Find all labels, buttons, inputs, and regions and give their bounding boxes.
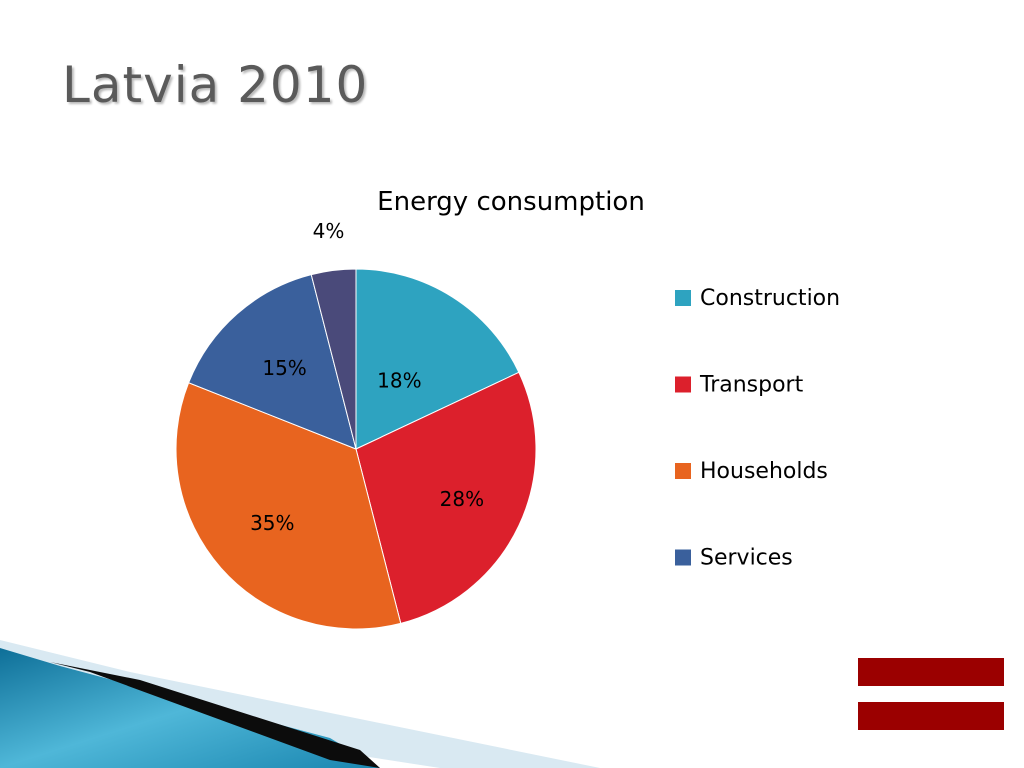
data-label-construction: 18% bbox=[377, 369, 421, 393]
chart-title: Energy consumption bbox=[377, 187, 645, 217]
flag-stripe-top bbox=[858, 658, 1004, 686]
pie-slice-services bbox=[187, 274, 357, 450]
legend-swatch-construction bbox=[675, 290, 691, 306]
chart-legend: Construction Transport Households Services bbox=[675, 286, 840, 571]
flag-stripe-bottom bbox=[858, 702, 1004, 730]
pie-slices bbox=[175, 268, 537, 630]
data-label-services: 15% bbox=[262, 356, 306, 380]
legend-label-households: Households bbox=[700, 459, 828, 484]
legend-swatch-services bbox=[675, 549, 691, 566]
pie-slice-other bbox=[310, 268, 357, 450]
bottom-wave-decoration bbox=[0, 640, 600, 768]
legend-swatch-households bbox=[675, 463, 691, 479]
legend-label-services: Services bbox=[700, 546, 793, 571]
pie-slice-transport bbox=[355, 371, 537, 624]
pie-slice-construction bbox=[355, 268, 520, 450]
data-label-other: 4% bbox=[313, 219, 345, 243]
legend-swatch-transport bbox=[675, 376, 691, 393]
data-label-households: 35% bbox=[250, 511, 294, 535]
wave-dark-stripe bbox=[50, 662, 380, 768]
pie-data-labels: 18% 28% 35% 15% 4% bbox=[250, 219, 484, 535]
slide-title: Latvia 2010 bbox=[62, 56, 369, 114]
data-label-transport: 28% bbox=[440, 487, 484, 511]
legend-label-construction: Construction bbox=[700, 286, 840, 311]
latvia-flag-decoration bbox=[858, 658, 1004, 730]
pie-slice-households bbox=[175, 382, 402, 630]
legend-label-transport: Transport bbox=[699, 373, 804, 398]
